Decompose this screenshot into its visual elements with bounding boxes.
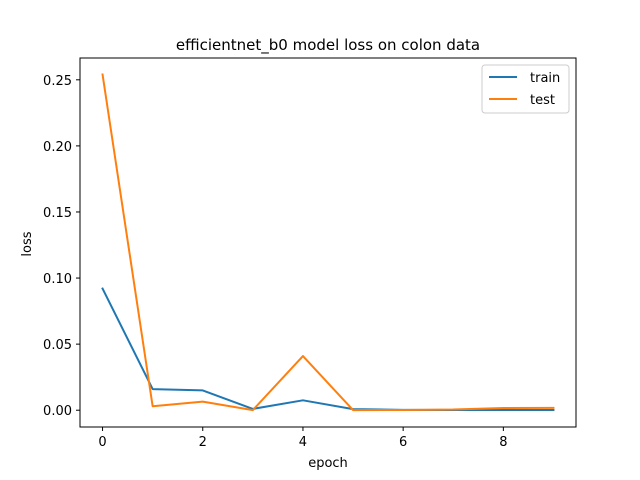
axes-frame bbox=[79, 57, 577, 428]
y-tick-label: 0.25 bbox=[43, 74, 72, 89]
x-tick-label: 4 bbox=[299, 435, 307, 450]
y-tick-label: 0.20 bbox=[43, 140, 72, 155]
chart-title: efficientnet_b0 model loss on colon data bbox=[176, 36, 480, 55]
x-tick-label: 8 bbox=[499, 435, 507, 450]
y-axis-label: loss bbox=[20, 231, 35, 256]
series-line-train bbox=[101, 287, 555, 411]
legend: train test bbox=[481, 64, 570, 114]
y-tick-label: 0.15 bbox=[43, 206, 72, 221]
x-tick-label: 6 bbox=[399, 435, 407, 450]
y-tick-label: 0.00 bbox=[43, 404, 72, 419]
legend-label-train: train bbox=[530, 71, 560, 86]
series-line-test bbox=[101, 73, 555, 412]
y-tick-label: 0.10 bbox=[43, 272, 72, 287]
x-axis-label: epoch bbox=[308, 456, 348, 471]
x-tick-label: 2 bbox=[199, 435, 207, 450]
legend-label-test: test bbox=[530, 93, 555, 108]
plot-area: 0 2 4 6 8 0.00 0.05 0.10 0.15 0.20 0.25 bbox=[43, 57, 577, 450]
y-tick-label: 0.05 bbox=[43, 338, 72, 353]
x-tick-label: 0 bbox=[98, 435, 106, 450]
